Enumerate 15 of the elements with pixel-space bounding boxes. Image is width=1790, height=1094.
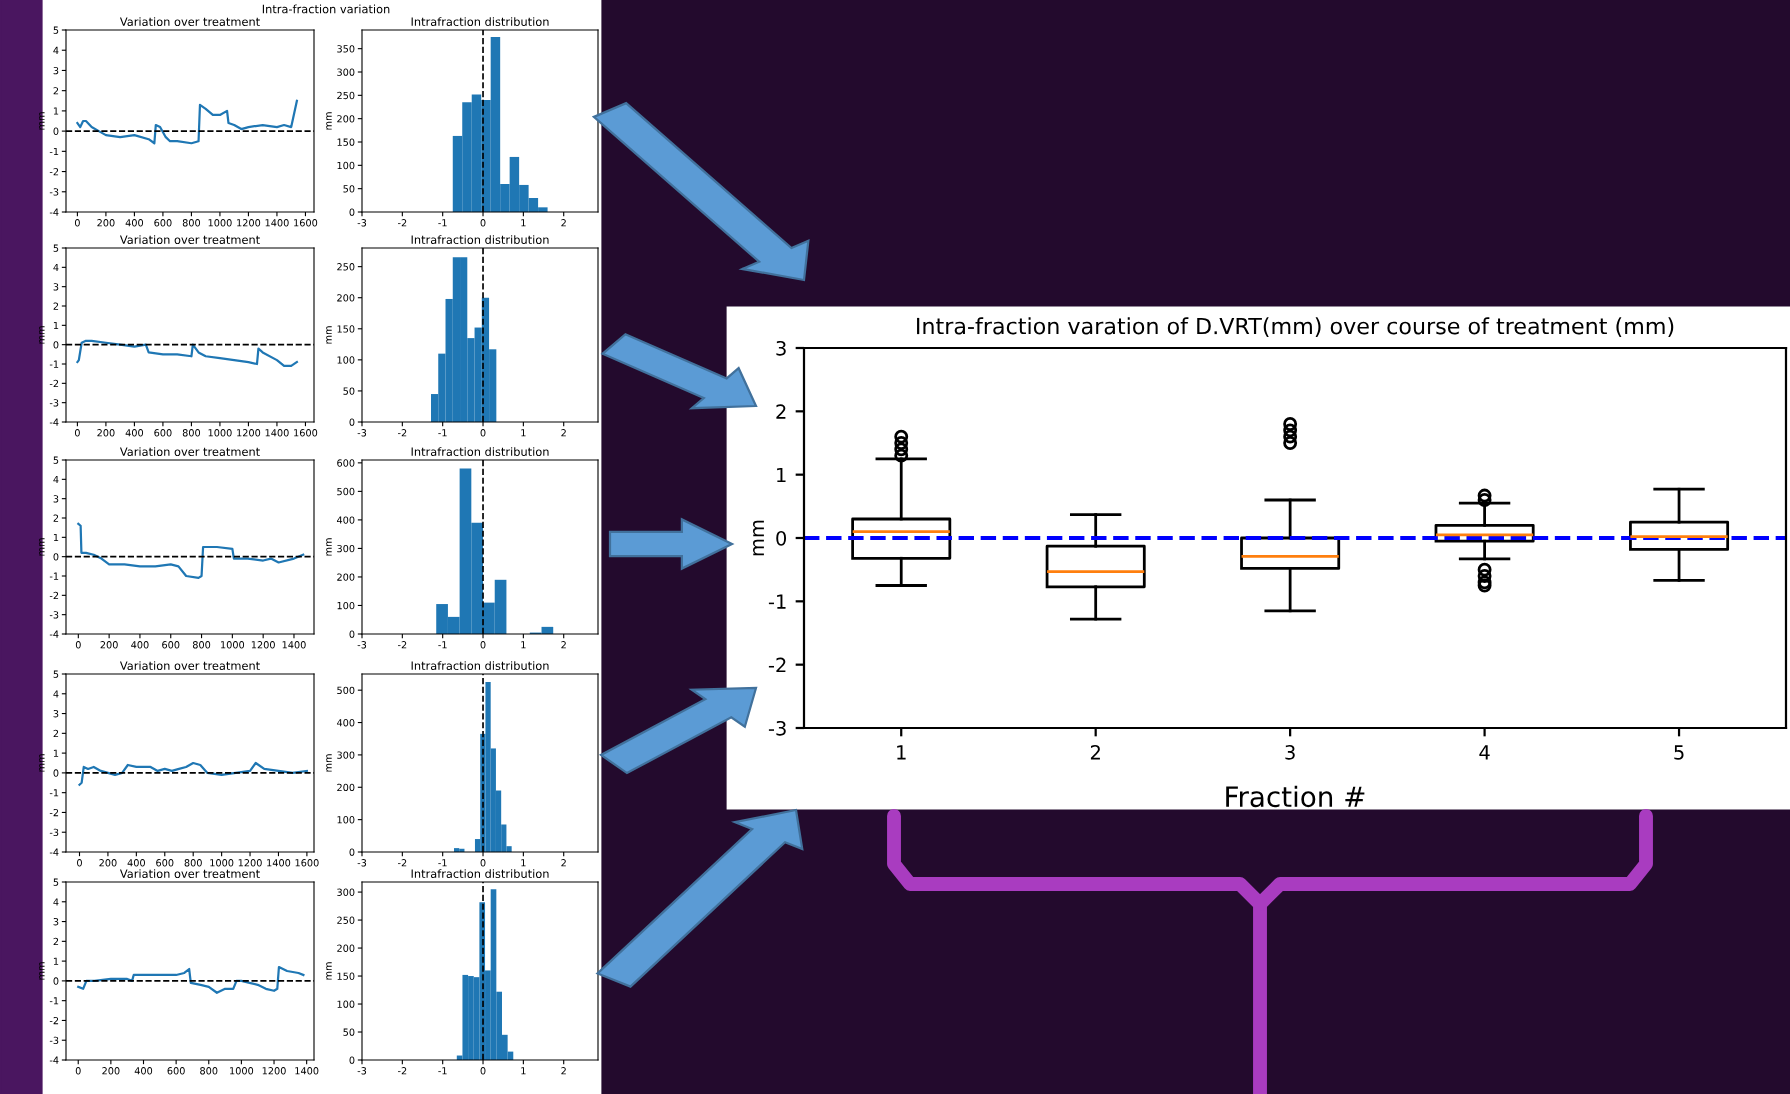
x-tick-label: 1 bbox=[897, 745, 906, 760]
y-tick-label: -2 bbox=[768, 657, 786, 673]
y-tick-label: 3 bbox=[776, 340, 786, 356]
chart-title: Intra-fraction varation of D.VRT(mm) over course of treatment (mm) bbox=[917, 317, 1674, 338]
x-tick-label: 2 bbox=[1090, 745, 1100, 760]
y-tick-label: -1 bbox=[768, 594, 786, 609]
x-tick-label: 3 bbox=[1285, 745, 1295, 760]
y-axis-title: mm bbox=[753, 520, 764, 556]
y-tick-label: 1 bbox=[777, 467, 786, 483]
y-tick-label: -3 bbox=[768, 720, 786, 736]
x-axis-title: Fraction # bbox=[1226, 785, 1365, 808]
y-tick-label: 0 bbox=[776, 530, 787, 546]
y-tick-label: 2 bbox=[776, 404, 786, 419]
x-tick-label: 5 bbox=[1674, 745, 1684, 760]
x-tick-label: 4 bbox=[1479, 745, 1490, 760]
